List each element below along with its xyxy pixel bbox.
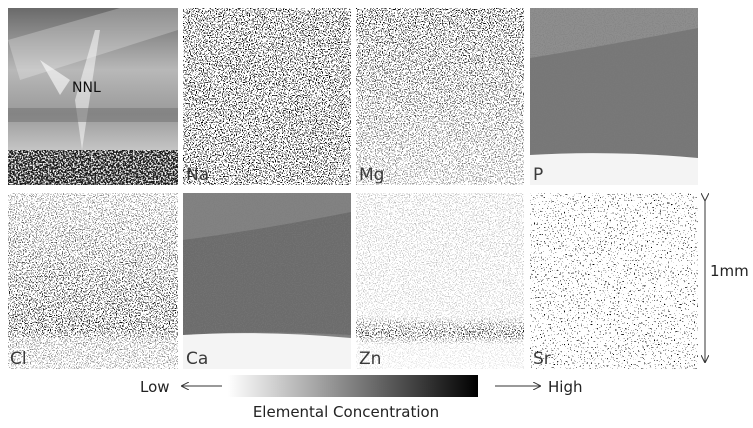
ca-panel: Ca <box>183 193 351 369</box>
mg-panel: Mg <box>356 8 524 185</box>
fade <box>8 193 178 369</box>
fade <box>356 193 524 369</box>
sr-panel: Sr <box>530 193 698 369</box>
panel-label: Sr <box>533 349 551 369</box>
substrate <box>183 333 351 369</box>
p-panel: P <box>530 8 698 185</box>
panel-label: Ca <box>186 349 208 369</box>
na-panel: Na <box>183 8 351 185</box>
scale-label: 1mm <box>710 262 749 280</box>
dark-band-texture <box>8 150 178 185</box>
colorbar-title: Elemental Concentration <box>253 403 439 421</box>
panel-label: Na <box>186 165 209 185</box>
colorbar-low: Low <box>140 378 170 396</box>
fade <box>356 8 524 185</box>
zn-panel: Zn <box>356 193 524 369</box>
speckle <box>530 193 698 369</box>
band <box>8 108 178 122</box>
colorbar-high: High <box>548 378 582 396</box>
panel-label: Cl <box>10 349 27 369</box>
photo-panel: NNL <box>8 8 178 185</box>
colorbar <box>228 375 478 397</box>
speckle <box>183 8 351 185</box>
streak <box>40 60 70 95</box>
annotation: NNL <box>72 80 101 96</box>
panel-label: Zn <box>359 349 381 369</box>
panel-label: P <box>533 165 543 185</box>
substrate <box>530 153 698 185</box>
panel-label: Mg <box>359 165 384 185</box>
cl-panel: Cl <box>8 193 178 369</box>
